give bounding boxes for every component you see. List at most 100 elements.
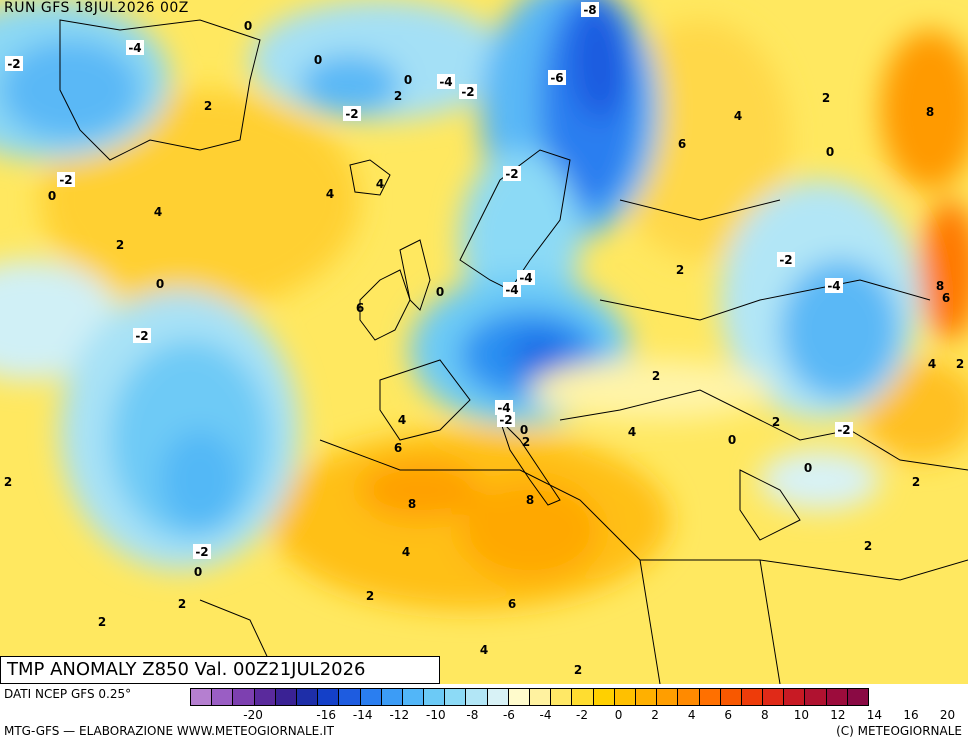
contour-label: -2	[135, 329, 148, 343]
colorbar-swatch	[380, 688, 403, 706]
contour-label: 2	[574, 663, 582, 677]
contour-label-bg	[777, 252, 795, 267]
colorbar-swatch	[762, 688, 785, 706]
colorbar-swatch	[825, 688, 848, 706]
colorbar-tick-label: 10	[793, 708, 809, 722]
colorbar-swatch	[592, 688, 615, 706]
contour-label: 4	[154, 205, 162, 219]
contour-label: 2	[116, 238, 124, 252]
colorbar-swatch	[846, 688, 869, 706]
contour-label: 2	[676, 263, 684, 277]
contour-label: 2	[772, 415, 780, 429]
contour-label: 0	[244, 19, 252, 33]
contour-label: -2	[195, 545, 208, 559]
contour-label: 6	[942, 291, 950, 305]
contour-label: 8	[926, 105, 934, 119]
colorbar-swatch	[317, 688, 340, 706]
colorbar-swatch	[677, 688, 700, 706]
contour-label-bg	[5, 56, 23, 71]
colorbar-swatch	[550, 688, 573, 706]
colorbar-swatch	[232, 688, 255, 706]
contour-label: 0	[804, 461, 812, 475]
colorbar-tick-label: -20	[243, 708, 263, 722]
colorbar-swatch	[465, 688, 488, 706]
colorbar-swatch	[253, 688, 276, 706]
contour-label-bg	[126, 40, 144, 55]
colorbar-tick-label: -16	[316, 708, 336, 722]
contour-label: 0	[728, 433, 736, 447]
colorbar-tick-label: 6	[724, 708, 733, 722]
contour-label: -2	[59, 173, 72, 187]
colorbar-swatch	[211, 688, 234, 706]
contour-label: 8	[526, 493, 534, 507]
anomaly-field	[0, 0, 968, 610]
contour-label-bg	[343, 106, 361, 121]
contour-label: 6	[394, 441, 402, 455]
contour-label-bg	[495, 400, 513, 415]
colorbar-swatch	[338, 688, 361, 706]
colorbar-swatch	[571, 688, 594, 706]
colorbar	[190, 688, 869, 706]
contour-label: 2	[204, 99, 212, 113]
colorbar-tick-label: 16	[903, 708, 919, 722]
temperature-anomaly-map: 0 -8 -4 -2 0 0 -4 -2 -6 2 2 -2 4 2 8 6 0 -2 0 4 4 -2 4 2 -2 2 -4 -4…	[0, 0, 968, 684]
contour-label: -2	[837, 423, 850, 437]
colorbar-swatch	[613, 688, 636, 706]
contour-label: 8	[936, 279, 944, 293]
run-label: RUN GFS 18JUL2026 00Z	[4, 0, 189, 16]
contour-label-bg	[825, 278, 843, 293]
colorbar-tick-label: 0	[614, 708, 623, 722]
credit-right: (C) METEOGIORNALE	[836, 724, 962, 738]
map-canvas: 0-8-4-2 00 -4-2-622-2 42860-2044-242-22-4-4…	[0, 0, 968, 684]
contour-label: 4	[398, 413, 406, 427]
contour-label-bg	[835, 422, 853, 437]
contour-label-bg	[517, 270, 535, 285]
contour-label-bg	[437, 74, 455, 89]
contour-label-bg	[503, 282, 521, 297]
contour-label: 0	[314, 53, 322, 67]
contour-label: 4	[326, 187, 334, 201]
contour-label: 2	[98, 615, 106, 629]
colorbar-tick-label: 2	[651, 708, 659, 722]
contour-label: 2	[912, 475, 920, 489]
contour-label-bg	[548, 70, 566, 85]
contour-label-bg	[581, 2, 599, 17]
contour-label: -6	[550, 71, 563, 85]
contour-label-bg	[193, 544, 211, 559]
contour-label: 2	[864, 539, 872, 553]
colorbar-swatch	[698, 688, 721, 706]
colorbar-tick-label: -10	[426, 708, 446, 722]
contour-label: 0	[404, 73, 412, 87]
contour-label: -2	[779, 253, 792, 267]
contour-label: -4	[497, 401, 510, 415]
colorbar-swatch	[423, 688, 446, 706]
contour-labels: 0-8-4-2 00 -4-2-622-2 42860-2044-242-22-4-4…	[4, 2, 964, 677]
credit-left: MTG-GFS — ELABORAZIONE WWW.METEOGIORNALE…	[4, 724, 334, 738]
colorbar-tick-label: 14	[866, 708, 883, 722]
contour-label-bg	[459, 84, 477, 99]
colorbar-tick-label: 12	[830, 708, 846, 722]
contour-label: 4	[402, 545, 410, 559]
contour-label: 2	[394, 89, 402, 103]
valid-time-label: TMP ANOMALY Z850 Val. 00Z21JUL2026	[0, 656, 440, 684]
colorbar-swatch	[656, 688, 679, 706]
legend-panel: DATI NCEP GFS 0.25° -20 -16 -14 -12 -10 -8 -6-…	[0, 684, 968, 745]
colorbar-swatch	[740, 688, 764, 706]
contour-label: 0	[436, 285, 444, 299]
colorbar-swatch	[486, 688, 509, 706]
contour-label: 0	[826, 145, 834, 159]
contour-label: -4	[439, 75, 452, 89]
contour-label: -4	[519, 271, 532, 285]
colorbar-swatch	[274, 688, 297, 706]
colorbar-swatch	[719, 688, 742, 706]
colorbar-swatch	[634, 688, 658, 706]
colorbar-tick-label: -14	[352, 708, 373, 722]
contour-label: -2	[345, 107, 358, 121]
contour-label: -2	[461, 85, 474, 99]
contour-label: 0	[520, 423, 528, 437]
contour-label: 4	[376, 177, 384, 191]
contour-label: 2	[652, 369, 660, 383]
contour-label: -4	[128, 41, 141, 55]
data-source-label: DATI NCEP GFS 0.25°	[4, 687, 132, 701]
contour-label: -8	[583, 3, 596, 17]
